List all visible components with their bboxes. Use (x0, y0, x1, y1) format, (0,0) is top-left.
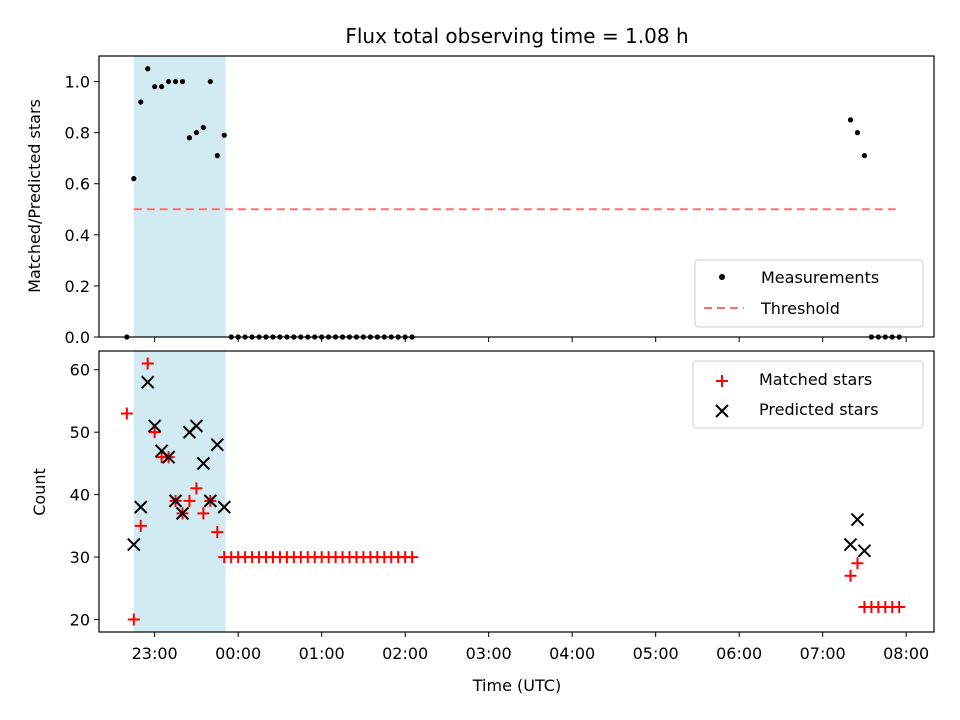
legend-predicted-marker (715, 404, 729, 418)
legend-threshold-label: Threshold (760, 299, 840, 318)
predicted-stars-point (850, 512, 865, 527)
x-tick-label: 08:00 (883, 644, 929, 663)
matched-stars-point (190, 482, 203, 495)
measurement-point (207, 78, 213, 85)
measurement-point (847, 117, 854, 123)
bottom-xlabel: Time (UTC) (472, 676, 561, 695)
y-tick-label: 20 (70, 611, 90, 630)
measurement-point (200, 124, 206, 131)
y-tick-label: 30 (70, 548, 90, 567)
y-tick-label: 40 (70, 486, 90, 505)
y-tick-label: 0.2 (65, 277, 90, 296)
predicted-stars-point (134, 500, 148, 514)
top-legend: Measurements Threshold (694, 259, 924, 328)
bottom-axes-frame (98, 350, 935, 633)
measurement-point (159, 84, 165, 90)
measurement-point (186, 135, 193, 141)
matched-stars-point (148, 426, 161, 439)
y-tick-label: 0.0 (65, 328, 90, 347)
top-legend-frame (694, 259, 924, 328)
x-tick-label: 05:00 (633, 644, 679, 663)
x-tick-label: 01:00 (299, 644, 345, 663)
matched-stars-point (211, 526, 224, 539)
matched-stars-point (127, 613, 140, 626)
measurement-point (221, 132, 227, 138)
matched-stars-point (844, 569, 857, 582)
chart-title: Flux total observing time = 1.08 h (345, 24, 688, 48)
legend-matched-marker (716, 375, 728, 387)
legend-predicted-label: Predicted stars (759, 400, 879, 419)
matched-stars-point (406, 551, 419, 564)
y-tick-label: 0.4 (65, 226, 90, 245)
predicted-stars-point (217, 500, 231, 514)
observing-window-shade (133, 351, 226, 632)
bottom-legend: Matched stars Predicted stars (692, 360, 924, 429)
measurement-point (193, 130, 200, 136)
bottom-legend-frame (692, 360, 924, 429)
matched-stars-point (183, 494, 196, 507)
x-tick-label: 04:00 (549, 644, 595, 663)
matched-stars-point (134, 519, 147, 532)
x-tick-label: 00:00 (215, 644, 261, 663)
x-tick-label: 02:00 (382, 644, 428, 663)
measurement-point (131, 176, 137, 182)
legend-measurements-marker (719, 274, 725, 280)
x-tick-label: 03:00 (466, 644, 512, 663)
top-ylabel: Matched/Predicted stars (25, 99, 44, 293)
measurement-point (179, 78, 186, 85)
observing-window-shade (133, 56, 226, 337)
legend-matched-label: Matched stars (759, 370, 872, 389)
measurement-point (152, 84, 158, 90)
matched-stars-point (893, 601, 906, 614)
y-tick-label: 0.6 (65, 175, 90, 194)
predicted-stars-point (189, 419, 204, 433)
y-tick-label: 50 (70, 423, 90, 442)
top-panel: 0.0 0.2 0.4 0.6 0.8 1.0 Matched/Predicted sta… (25, 55, 935, 347)
predicted-stars-point (168, 494, 183, 508)
predicted-stars-point (161, 450, 176, 464)
predicted-stars-point (203, 494, 218, 508)
y-tick-label: 0.8 (65, 124, 90, 143)
predicted-stars-point (127, 537, 141, 552)
predicted-stars-point (857, 544, 872, 558)
bottom-ylabel: Count (30, 468, 49, 516)
predicted-stars-point (147, 419, 162, 433)
legend-measurements-label: Measurements (761, 268, 879, 287)
predicted-stars-point (196, 456, 211, 471)
predicted-stars-point (141, 375, 155, 389)
measurement-point (145, 66, 151, 72)
measurement-point (165, 78, 172, 85)
matched-stars-point (120, 407, 133, 420)
predicted-stars-point (175, 506, 190, 521)
top-axes-frame (98, 55, 935, 338)
measurement-point (138, 99, 144, 105)
matched-stars-point (851, 557, 864, 570)
matched-stars-point (197, 507, 210, 520)
measurement-point (854, 130, 861, 136)
x-tick-label: 06:00 (716, 644, 762, 663)
measurement-point (172, 78, 179, 85)
x-tick-label: 23:00 (132, 644, 178, 663)
measurement-point (214, 153, 220, 159)
y-tick-label: 1.0 (65, 73, 90, 92)
measurement-point (861, 153, 868, 159)
predicted-stars-point (843, 537, 858, 552)
y-tick-label: 60 (70, 361, 90, 380)
matched-stars-point (141, 357, 154, 370)
bottom-panel: 20 30 40 50 60 23:00 00:00 01:00 02:00 03:00 04:00… (30, 350, 935, 695)
x-tick-label: 07:00 (800, 644, 846, 663)
predicted-stars-point (210, 437, 224, 452)
